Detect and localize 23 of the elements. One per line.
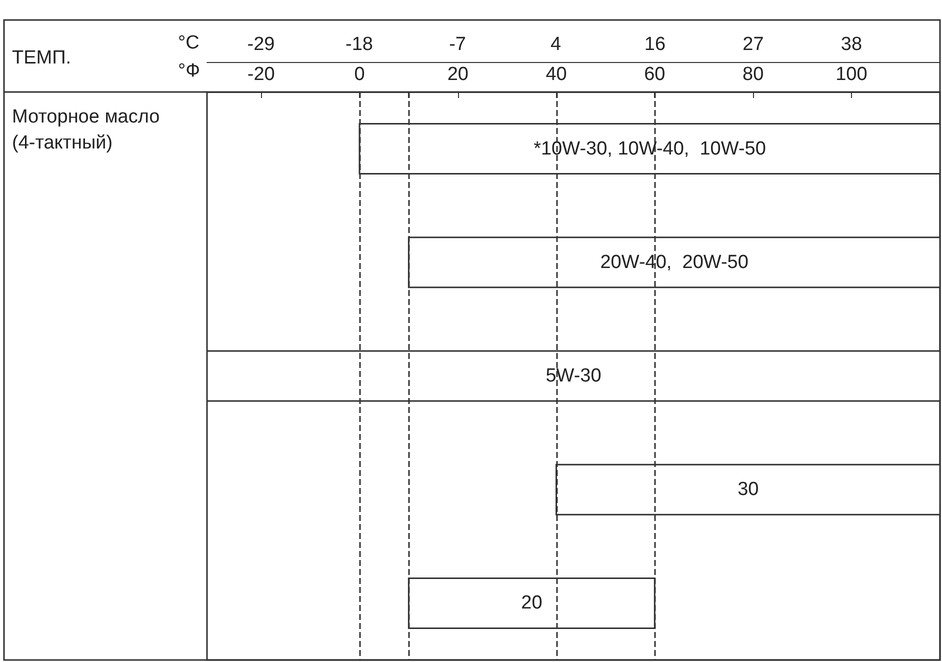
x-tick-label: 40 [546, 64, 567, 85]
x2-tick-label: -7 [449, 34, 466, 55]
y-axis-title: Моторное масло (4-тактный) [12, 106, 160, 154]
x2-axis-title: °C [178, 32, 200, 54]
x-tick-label: 100 [836, 64, 868, 85]
series-label: 5W-30 [546, 366, 602, 386]
series-label: *10W-30, 10W-40, 10W-50 [534, 138, 766, 160]
series-label: 30 [738, 479, 759, 500]
x-tick-label: 20 [447, 64, 468, 85]
x2-tick-label: 16 [644, 34, 666, 55]
text: ТЕМП. [12, 48, 72, 68]
x-tick-label: 80 [742, 64, 764, 85]
x-tick-label: -20 [247, 64, 275, 85]
series-label: 20W-40, 20W-50 [600, 252, 748, 273]
series-label: 20 [521, 592, 542, 614]
x-tick-label: 60 [644, 64, 666, 85]
x2-tick-label: -18 [346, 34, 373, 55]
x2-tick-label: 4 [550, 34, 562, 55]
x2-tick-label: 38 [840, 34, 862, 55]
x-axis-title: °Ф [178, 60, 200, 82]
x2-tick-label: 27 [742, 34, 764, 55]
x2-tick-label: -29 [247, 34, 275, 55]
x-tick-label: 0 [354, 64, 365, 85]
